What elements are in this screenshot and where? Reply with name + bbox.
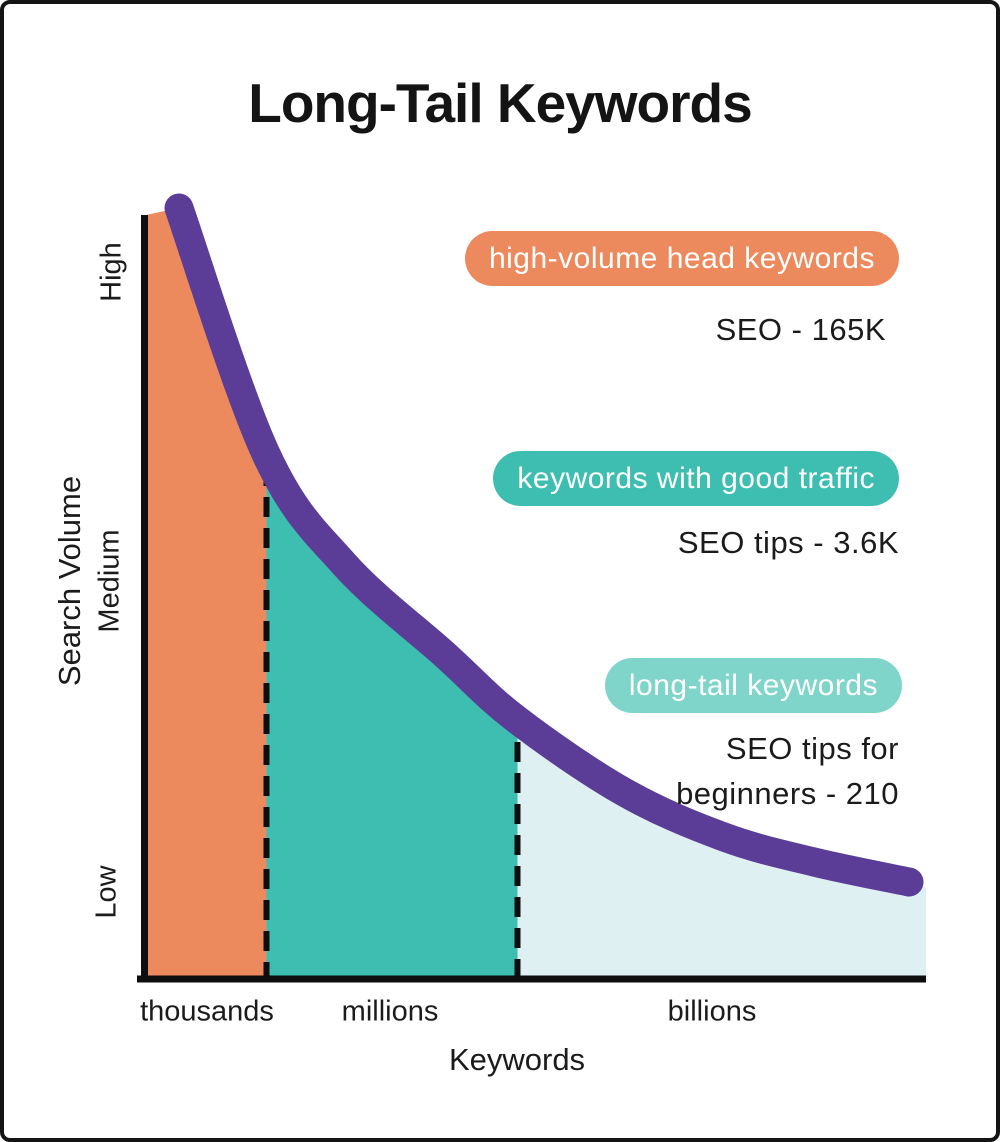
long-tail-example: SEO tips for beginners - 210 — [676, 726, 899, 816]
long-tail-example-line2: beginners - 210 — [676, 776, 899, 811]
head-keywords-example: SEO - 165K — [715, 312, 886, 347]
good-traffic-example: SEO tips - 3.6K — [677, 525, 899, 560]
good-traffic-pill-label: keywords with good traffic — [517, 461, 875, 495]
good-traffic-pill: keywords with good traffic — [493, 451, 899, 506]
head-keywords-pill: high-volume head keywords — [464, 231, 899, 286]
x-axis-title: Keywords — [448, 1042, 586, 1077]
head-keywords-pill-label: high-volume head keywords — [488, 241, 875, 275]
chart-plot — [137, 193, 926, 983]
x-tick-billions: billions — [667, 995, 757, 1028]
long-tail-pill: long-tail keywords — [604, 658, 902, 713]
x-tick-thousands: thousands — [140, 995, 274, 1028]
y-tick-medium: Medium — [93, 529, 126, 633]
y-tick-high: High — [95, 242, 128, 302]
x-tick-millions: millions — [341, 995, 439, 1028]
demand-curve — [164, 193, 924, 897]
y-axis-title: Search Volume — [52, 475, 87, 687]
long-tail-example-line1: SEO tips for — [725, 731, 899, 766]
long-tail-pill-label: long-tail keywords — [628, 668, 878, 702]
y-tick-low: Low — [90, 865, 123, 919]
chart-title: Long-Tail Keywords — [248, 72, 753, 134]
